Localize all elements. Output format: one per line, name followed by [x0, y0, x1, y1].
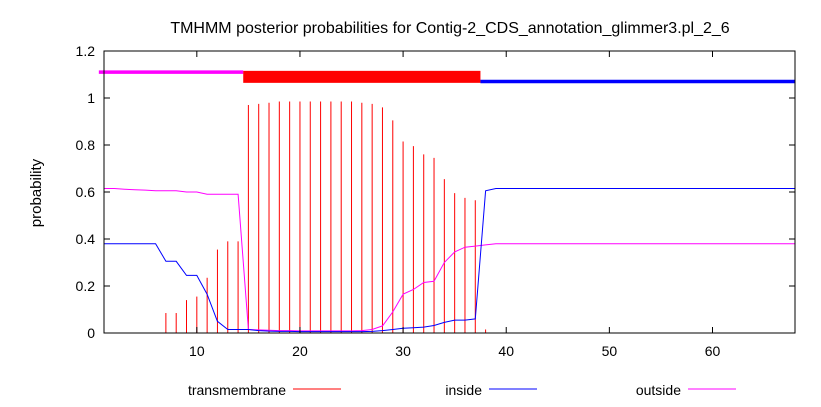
x-tick-label: 40 — [498, 343, 514, 359]
plot-border — [103, 50, 796, 334]
y-tick-label: 0.4 — [76, 231, 96, 247]
x-tick-label: 30 — [395, 343, 411, 359]
legend: transmembrane inside outside — [188, 382, 736, 398]
y-tick-label: 0 — [87, 325, 95, 341]
x-tick-label: 10 — [189, 343, 205, 359]
x-tick-label: 20 — [292, 343, 308, 359]
legend-label-outside: outside — [636, 382, 681, 398]
inside-line — [104, 188, 795, 333]
y-tick-label: 0.2 — [76, 278, 96, 294]
topology-bar-transmembrane — [243, 70, 481, 83]
plot-area — [98, 70, 795, 333]
chart-title: TMHMM posterior probabilities for Contig… — [170, 20, 729, 37]
y-tick-label: 1 — [87, 90, 95, 106]
y-axis-label: probability — [28, 158, 45, 227]
y-tick-label: 1.2 — [76, 43, 96, 59]
axes: 0 0.2 0.4 0.6 0.8 1 1.2 10 20 30 40 50 60 — [76, 43, 796, 359]
outside-line — [104, 188, 795, 332]
legend-label-inside: inside — [445, 382, 482, 398]
x-tick-label: 60 — [705, 343, 721, 359]
y-tick-label: 0.8 — [76, 137, 96, 153]
y-tick-label: 0.6 — [76, 184, 96, 200]
x-tick-label: 50 — [602, 343, 618, 359]
legend-label-transmembrane: transmembrane — [188, 382, 286, 398]
